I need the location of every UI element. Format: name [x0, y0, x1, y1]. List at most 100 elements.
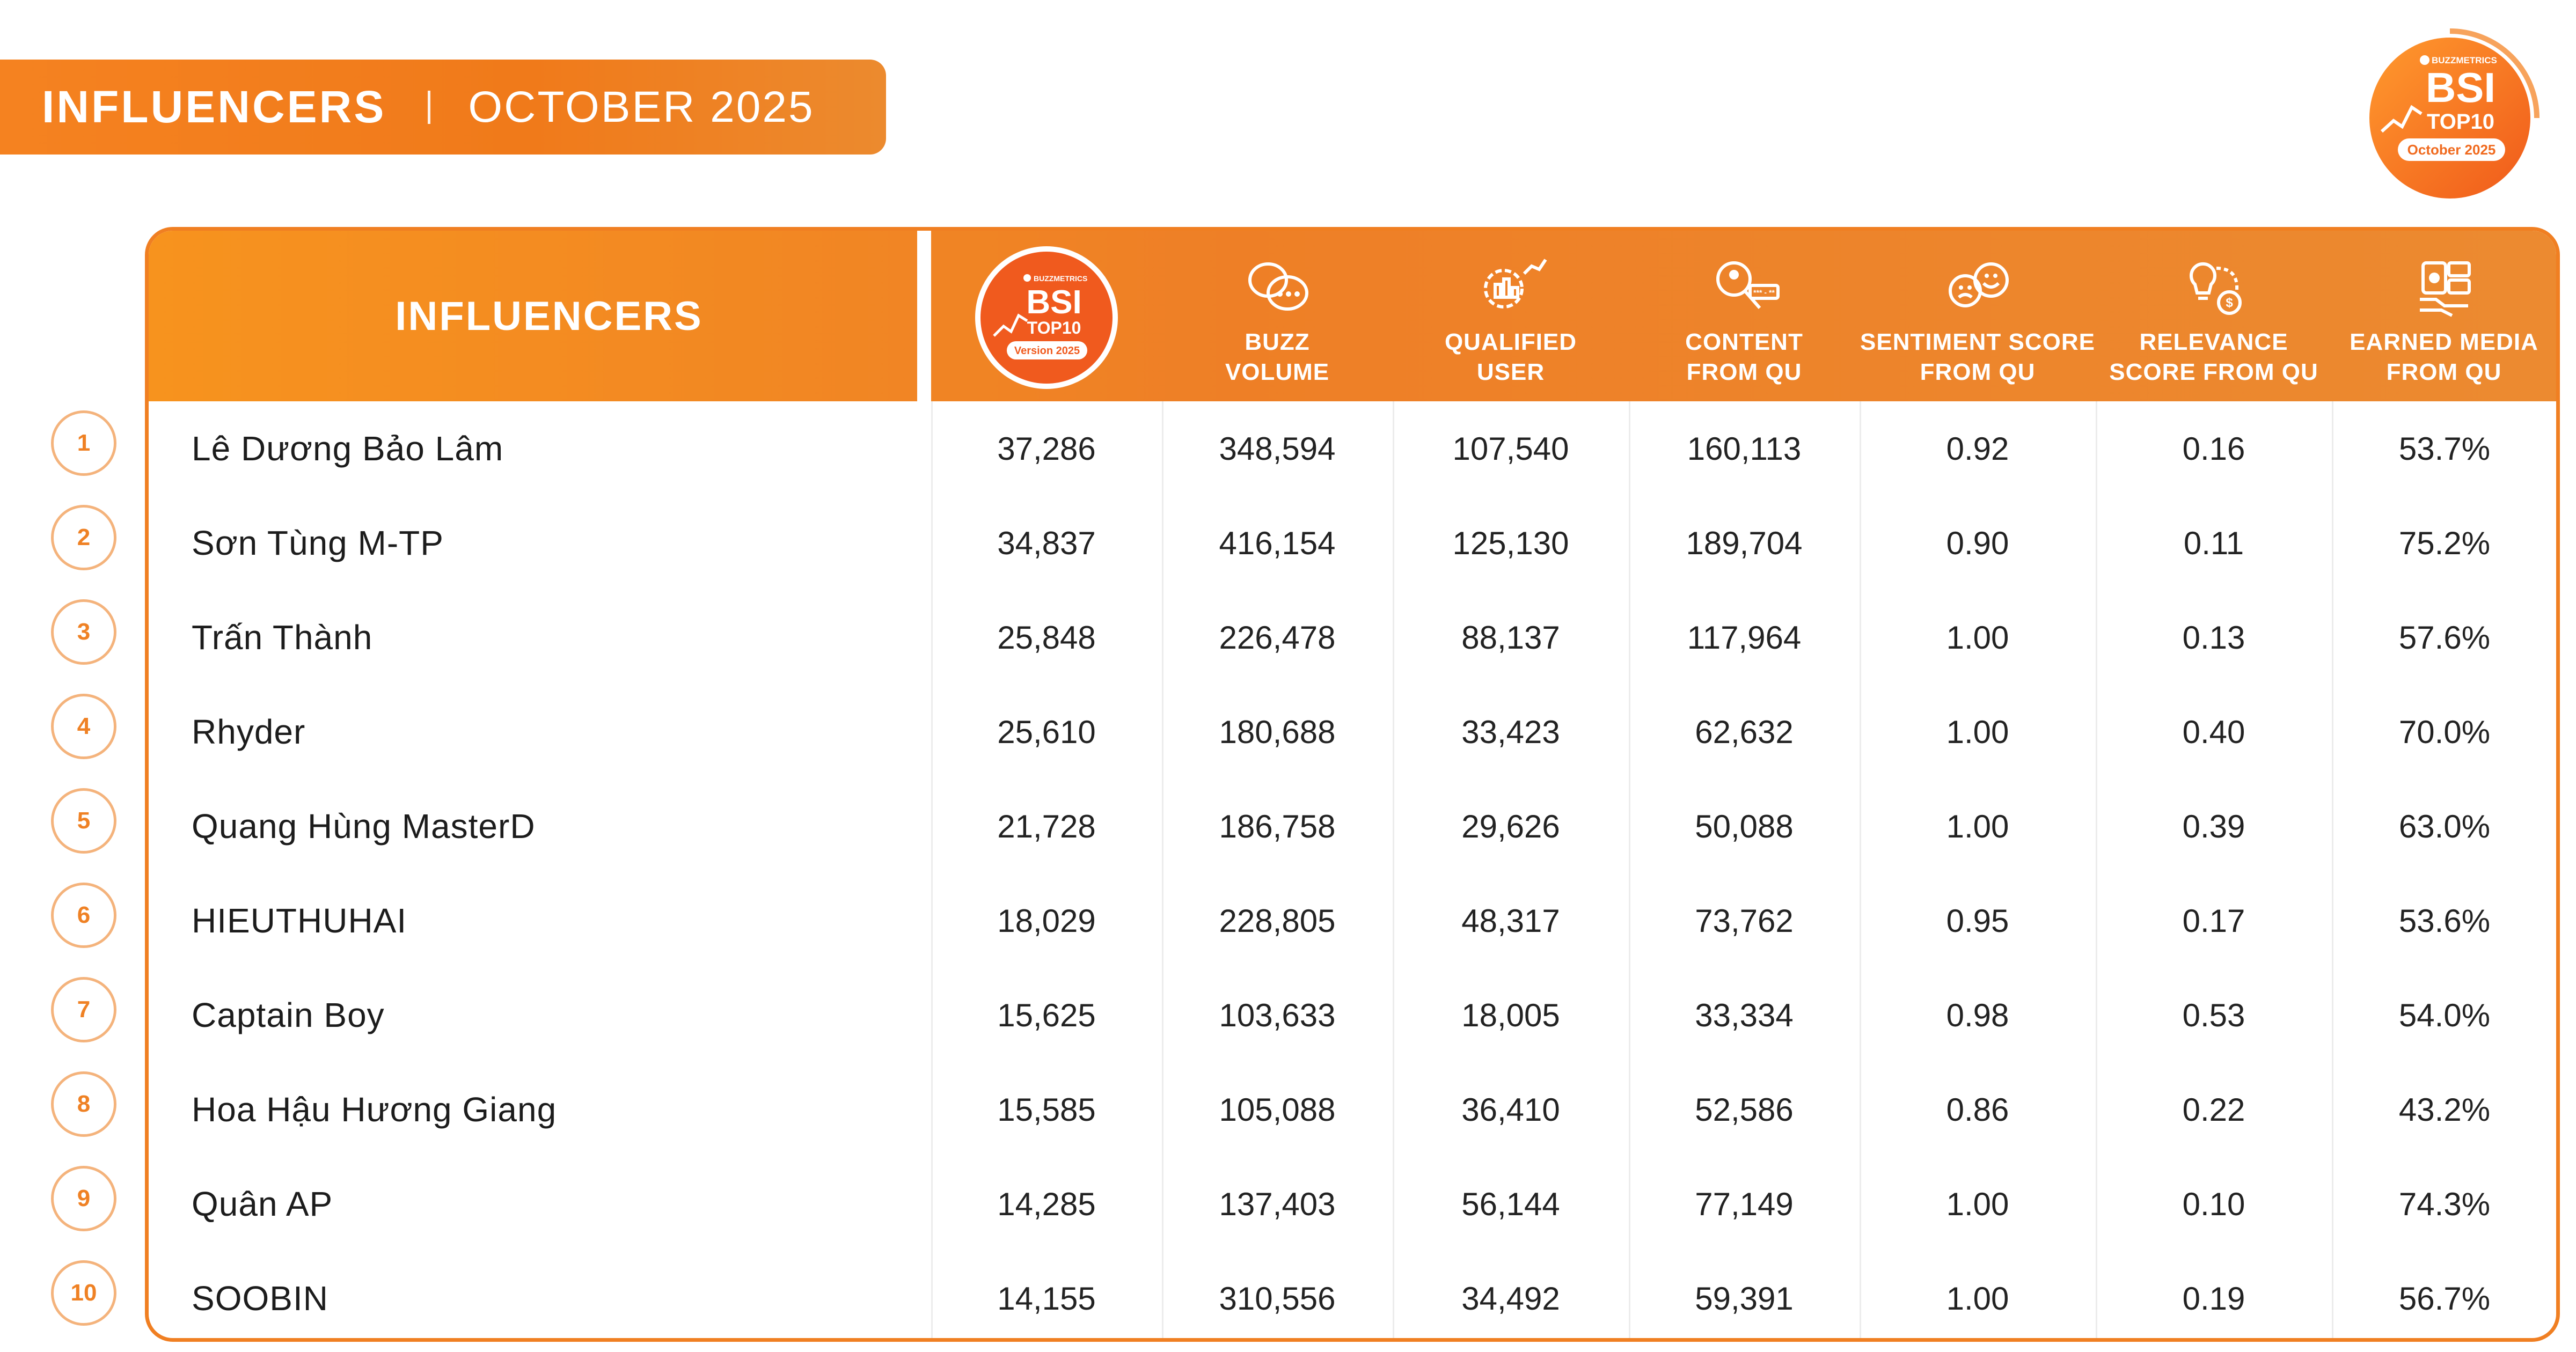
header-label: BUZZ VOLUME	[1225, 329, 1330, 385]
banner-title: INFLUENCERS	[42, 82, 386, 132]
svg-text:*** - **: *** - **	[1753, 288, 1775, 297]
column-divider	[2332, 401, 2333, 1338]
table-row: Quân AP 14,285 137,403 56,144 77,149 1.0…	[149, 1157, 2556, 1251]
buzz-value: 310,556	[1219, 1280, 1336, 1317]
sentiment-value: 0.90	[1946, 525, 2009, 561]
qu-value: 88,137	[1461, 619, 1560, 656]
header-label: QUALIFIED USER	[1444, 329, 1577, 385]
content-value: 73,762	[1695, 902, 1794, 939]
bsi-badge-sub: TOP10	[1027, 318, 1081, 337]
logo-dot	[2420, 55, 2429, 65]
logo-trend-line	[2380, 105, 2423, 133]
buzz-value: 105,088	[1219, 1091, 1336, 1128]
sentiment-value: 1.00	[1946, 1280, 2009, 1317]
qu-value: 33,423	[1461, 714, 1560, 750]
influencer-name: Rhyder	[192, 712, 306, 751]
earned-value: 54.0%	[2398, 997, 2491, 1033]
rank-badge: 3	[51, 599, 116, 665]
sentiment-value: 1.00	[1946, 714, 2009, 750]
logo-brand: BUZZMETRICS	[2432, 55, 2497, 65]
influencer-name: Captain Boy	[192, 996, 385, 1034]
earned-value: 53.7%	[2398, 430, 2491, 467]
column-divider	[1629, 401, 1630, 1338]
relevance-value: 0.22	[2182, 1091, 2245, 1128]
table-body: Lê Dương Bảo Lâm 37,286 348,594 107,540 …	[149, 401, 2556, 1338]
earned-value: 57.6%	[2398, 619, 2491, 656]
header-label: RELEVANCE SCORE FROM QU	[2109, 329, 2318, 385]
page-banner: INFLUENCERS OCTOBER 2025	[0, 60, 886, 155]
relevance-value: 0.17	[2182, 902, 2245, 939]
sentiment-value: 1.00	[1946, 619, 2009, 656]
content-value: 59,391	[1695, 1280, 1794, 1317]
earned-value: 63.0%	[2398, 808, 2491, 844]
content-value: 160,113	[1687, 430, 1802, 467]
earned-value: 70.0%	[2398, 714, 2491, 750]
column-divider	[1860, 401, 1861, 1338]
header-sentiment-score: SENTIMENT SCORE FROM QU	[1860, 231, 2096, 401]
media-hand-icon	[2420, 261, 2471, 317]
earned-value: 53.6%	[2398, 902, 2491, 939]
header-buzz-volume: BUZZ VOLUME	[1162, 231, 1393, 401]
content-value: 189,704	[1686, 525, 1803, 561]
bsi-version-badge-icon: BUZZMETRICS BSI TOP10 Version 2025	[975, 246, 1118, 389]
column-divider	[931, 401, 933, 1338]
header-qualified-user: QUALIFIED USER	[1393, 231, 1629, 401]
buzz-value: 226,478	[1219, 619, 1336, 656]
table-header: INFLUENCERS BUZZMETRICS BSI TOP10 Versio…	[149, 231, 2556, 401]
bsi-value: 25,610	[997, 714, 1096, 750]
header-label: EARNED MEDIA FROM QU	[2350, 329, 2538, 385]
table-row: Lê Dương Bảo Lâm 37,286 348,594 107,540 …	[149, 401, 2556, 496]
qu-value: 36,410	[1461, 1091, 1560, 1128]
qu-value: 18,005	[1461, 997, 1560, 1033]
bsi-value: 21,728	[997, 808, 1096, 844]
bsi-value: 34,837	[997, 525, 1096, 561]
header-content-from-qu: *** - ** CONTENT FROM QU	[1629, 231, 1860, 401]
header-influencers-label: INFLUENCERS	[395, 293, 703, 339]
qu-value: 34,492	[1461, 1280, 1560, 1317]
bsi-badge-title: BSI	[1026, 284, 1081, 321]
header-label: CONTENT FROM QU	[1685, 329, 1803, 385]
rank-badge: 5	[51, 788, 116, 854]
header-divider	[917, 231, 931, 401]
logo-period-pill	[2398, 138, 2505, 161]
influencer-name: SOOBIN	[192, 1279, 328, 1318]
influencer-name: Lê Dương Bảo Lâm	[192, 429, 504, 468]
table-row: Trấn Thành 25,848 226,478 88,137 117,964…	[149, 590, 2556, 685]
qu-value: 125,130	[1452, 525, 1569, 561]
table-row: Rhyder 25,610 180,688 33,423 62,632 1.00…	[149, 685, 2556, 779]
rank-badge: 6	[51, 883, 116, 948]
magnifier-person-icon: *** - **	[1716, 261, 1780, 309]
bsi-value: 15,585	[997, 1091, 1096, 1128]
influencer-name: Trấn Thành	[192, 618, 373, 657]
header-relevance-score: $ RELEVANCE SCORE FROM QU	[2096, 231, 2332, 401]
content-value: 50,088	[1695, 808, 1794, 844]
relevance-value: 0.19	[2182, 1280, 2245, 1317]
svg-text:$: $	[2226, 296, 2233, 310]
header-influencers: INFLUENCERS	[149, 231, 917, 401]
relevance-value: 0.10	[2182, 1186, 2245, 1222]
sentiment-value: 0.92	[1946, 430, 2009, 467]
logo-sub: TOP10	[2427, 110, 2494, 134]
emoji-faces-icon	[1949, 262, 2009, 307]
content-value: 33,334	[1695, 997, 1794, 1033]
header-earned-media: EARNED MEDIA FROM QU	[2332, 231, 2556, 401]
table-row: SOOBIN 14,155 310,556 34,492 59,391 1.00…	[149, 1251, 2556, 1338]
buzz-value: 228,805	[1219, 902, 1336, 939]
bsi-value: 18,029	[997, 902, 1096, 939]
qu-value: 29,626	[1461, 808, 1560, 844]
rank-badge: 4	[51, 694, 116, 759]
bsi-value: 14,155	[997, 1280, 1096, 1317]
table-row: Captain Boy 15,625 103,633 18,005 33,334…	[149, 968, 2556, 1062]
relevance-value: 0.13	[2182, 619, 2245, 656]
influencer-name: HIEUTHUHAI	[192, 901, 407, 940]
rank-badge: 8	[51, 1071, 116, 1137]
gear-users-icon	[1484, 259, 1547, 308]
relevance-value: 0.11	[2183, 525, 2244, 561]
logo-period: October 2025	[2407, 142, 2496, 158]
bsi-value: 37,286	[997, 430, 1096, 467]
influencer-name: Sơn Tùng M-TP	[192, 524, 444, 562]
bsi-badge-version: Version 2025	[1014, 345, 1080, 357]
rank-badge: 7	[51, 977, 116, 1042]
earned-value: 75.2%	[2398, 525, 2491, 561]
influencer-name: Hoa Hậu Hương Giang	[192, 1090, 557, 1129]
